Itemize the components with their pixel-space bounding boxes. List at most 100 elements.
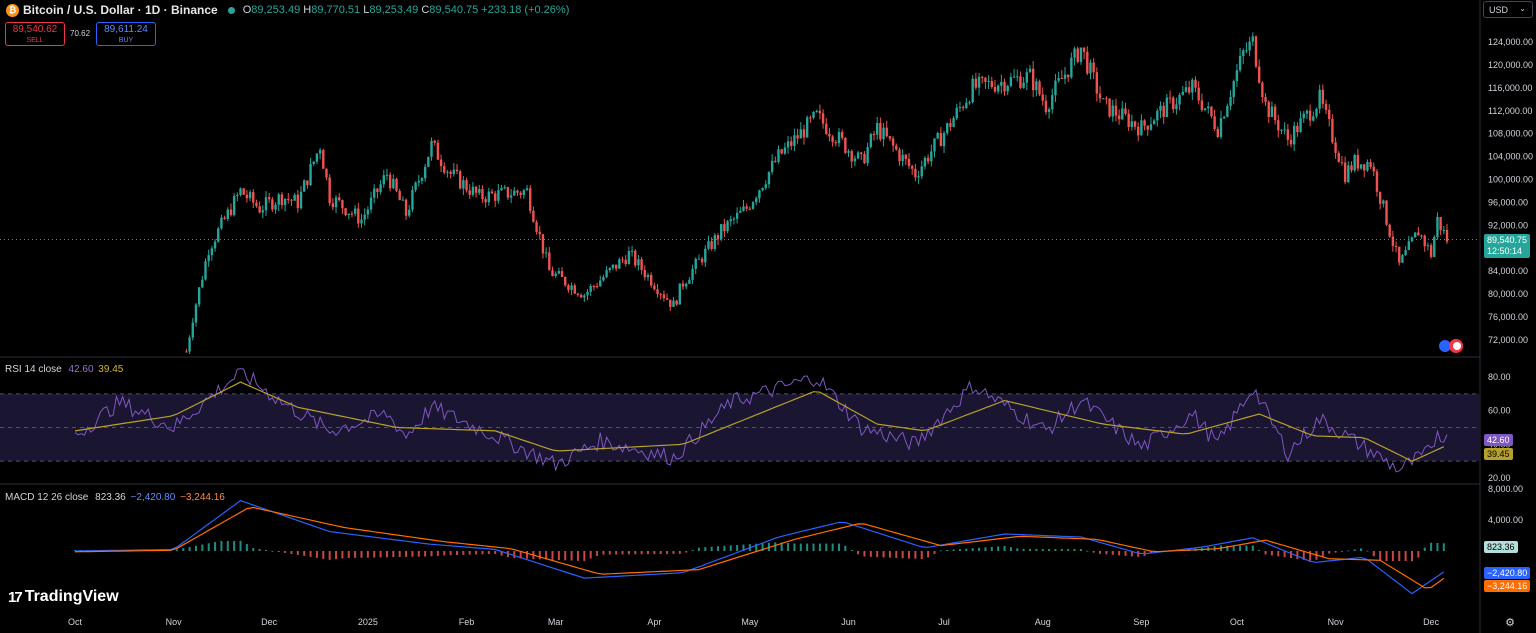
price-axis-tick-label: 116,000.00 — [1488, 83, 1532, 93]
time-axis-tick-label: Nov — [1328, 617, 1345, 627]
macd-histogram-bar — [328, 551, 331, 560]
sell-button[interactable]: 89,540.62 SELL — [5, 22, 65, 46]
candle — [971, 78, 974, 103]
candle — [236, 195, 239, 197]
ohlc-values: O89,253.49 H89,770.51 L89,253.49 C89,540… — [242, 4, 570, 16]
candle — [1025, 72, 1029, 83]
price-candles — [0, 32, 1480, 355]
candle — [1369, 162, 1372, 167]
candle — [1191, 79, 1194, 93]
tradingview-icon: 17 — [8, 588, 23, 606]
candle — [1222, 116, 1226, 119]
candle — [341, 200, 344, 209]
candle — [293, 194, 296, 201]
macd-histogram-bar — [933, 551, 936, 554]
candle — [1289, 139, 1293, 145]
event-flags[interactable] — [1439, 339, 1463, 353]
candle — [716, 235, 720, 240]
macd-histogram-bar — [1251, 545, 1254, 551]
macd-histogram-bar — [481, 551, 484, 555]
macd-histogram-bar — [914, 551, 917, 559]
candle — [1312, 116, 1315, 121]
rsi-ma-tag: 39.45 — [1484, 448, 1513, 460]
candle — [357, 208, 360, 224]
candle — [1385, 200, 1388, 225]
macd-histogram-bar — [1245, 545, 1248, 551]
candle — [1442, 229, 1446, 231]
candle — [875, 123, 879, 135]
macd-histogram-bar — [315, 551, 318, 558]
candle — [468, 190, 471, 195]
macd-histogram-bar — [1067, 548, 1070, 551]
macd-histogram-bar — [455, 551, 458, 555]
candle — [506, 187, 510, 198]
macd-histogram-bar — [341, 551, 344, 559]
macd-histogram-bar — [908, 551, 911, 559]
chevron-down-icon: ⌄ — [1519, 4, 1526, 13]
sell-price: 89,540.62 — [12, 24, 58, 35]
candle — [1429, 245, 1433, 257]
rsi-legend[interactable]: RSI 14 close 42.60 39.45 — [5, 364, 124, 375]
symbol-title[interactable]: Bitcoin / U.S. Dollar · 1D · Binance — [23, 3, 218, 17]
tradingview-logo[interactable]: 17 TradingView — [8, 588, 119, 606]
macd-histogram-bar — [424, 551, 427, 557]
candle — [1108, 98, 1111, 117]
macd-histogram-bar — [736, 544, 739, 551]
candle — [242, 188, 245, 195]
macd-histogram-bar — [984, 547, 987, 551]
candle — [548, 252, 551, 271]
candle — [1378, 191, 1382, 204]
candle — [777, 149, 780, 162]
event-flag-icon[interactable] — [1439, 340, 1451, 352]
candle — [1219, 118, 1223, 137]
candle — [1041, 94, 1044, 101]
time-axis-tick-label: Apr — [647, 617, 661, 627]
macd-histogram-bar — [691, 550, 694, 551]
settings-gear-icon[interactable]: ⚙ — [1505, 617, 1515, 629]
candle — [1433, 237, 1436, 257]
candle — [662, 294, 666, 299]
macd-histogram-bar — [290, 551, 293, 554]
macd-line-tag: −2,420.80 — [1484, 567, 1531, 579]
candle — [331, 203, 335, 208]
buy-button[interactable]: 89,611.24 BUY — [96, 22, 156, 46]
candle — [1283, 129, 1286, 131]
currency-select[interactable]: USD ⌄ — [1483, 1, 1533, 18]
candle — [223, 217, 226, 219]
candle — [1232, 81, 1235, 97]
macd-histogram-bar — [895, 551, 898, 558]
candle — [1273, 106, 1277, 121]
candle — [1328, 109, 1331, 120]
candle — [987, 81, 990, 83]
macd-histogram-bar — [939, 550, 942, 552]
candle — [981, 76, 984, 78]
time-axis-tick-label: Sep — [1133, 617, 1149, 627]
macd-histogram-bar — [303, 551, 306, 556]
candle — [882, 127, 885, 140]
macd-histogram-bar — [621, 551, 624, 555]
candle — [1079, 47, 1083, 62]
macd-legend[interactable]: MACD 12 26 close 823.36 −2,420.80 −3,244… — [5, 492, 225, 503]
macd-histogram-bar — [666, 551, 669, 554]
candle — [1114, 105, 1118, 116]
candle — [322, 150, 325, 169]
candle — [837, 132, 841, 144]
candle — [936, 133, 939, 139]
macd-histogram-bar — [901, 551, 904, 559]
candle — [1359, 164, 1363, 169]
macd-histogram-bar — [837, 543, 840, 551]
candle — [1092, 62, 1095, 73]
candle — [1194, 79, 1197, 88]
candle — [1213, 116, 1216, 129]
price-axis-tick-label: 80,000.00 — [1488, 289, 1528, 299]
candle — [602, 277, 605, 281]
candle — [267, 197, 271, 200]
candle — [226, 209, 229, 219]
candle — [1019, 76, 1022, 88]
candle — [379, 184, 382, 193]
candle — [853, 158, 857, 162]
macd-histogram-bar — [1340, 551, 1343, 552]
time-axis-tick-label: Feb — [459, 617, 475, 627]
candle — [850, 151, 853, 162]
